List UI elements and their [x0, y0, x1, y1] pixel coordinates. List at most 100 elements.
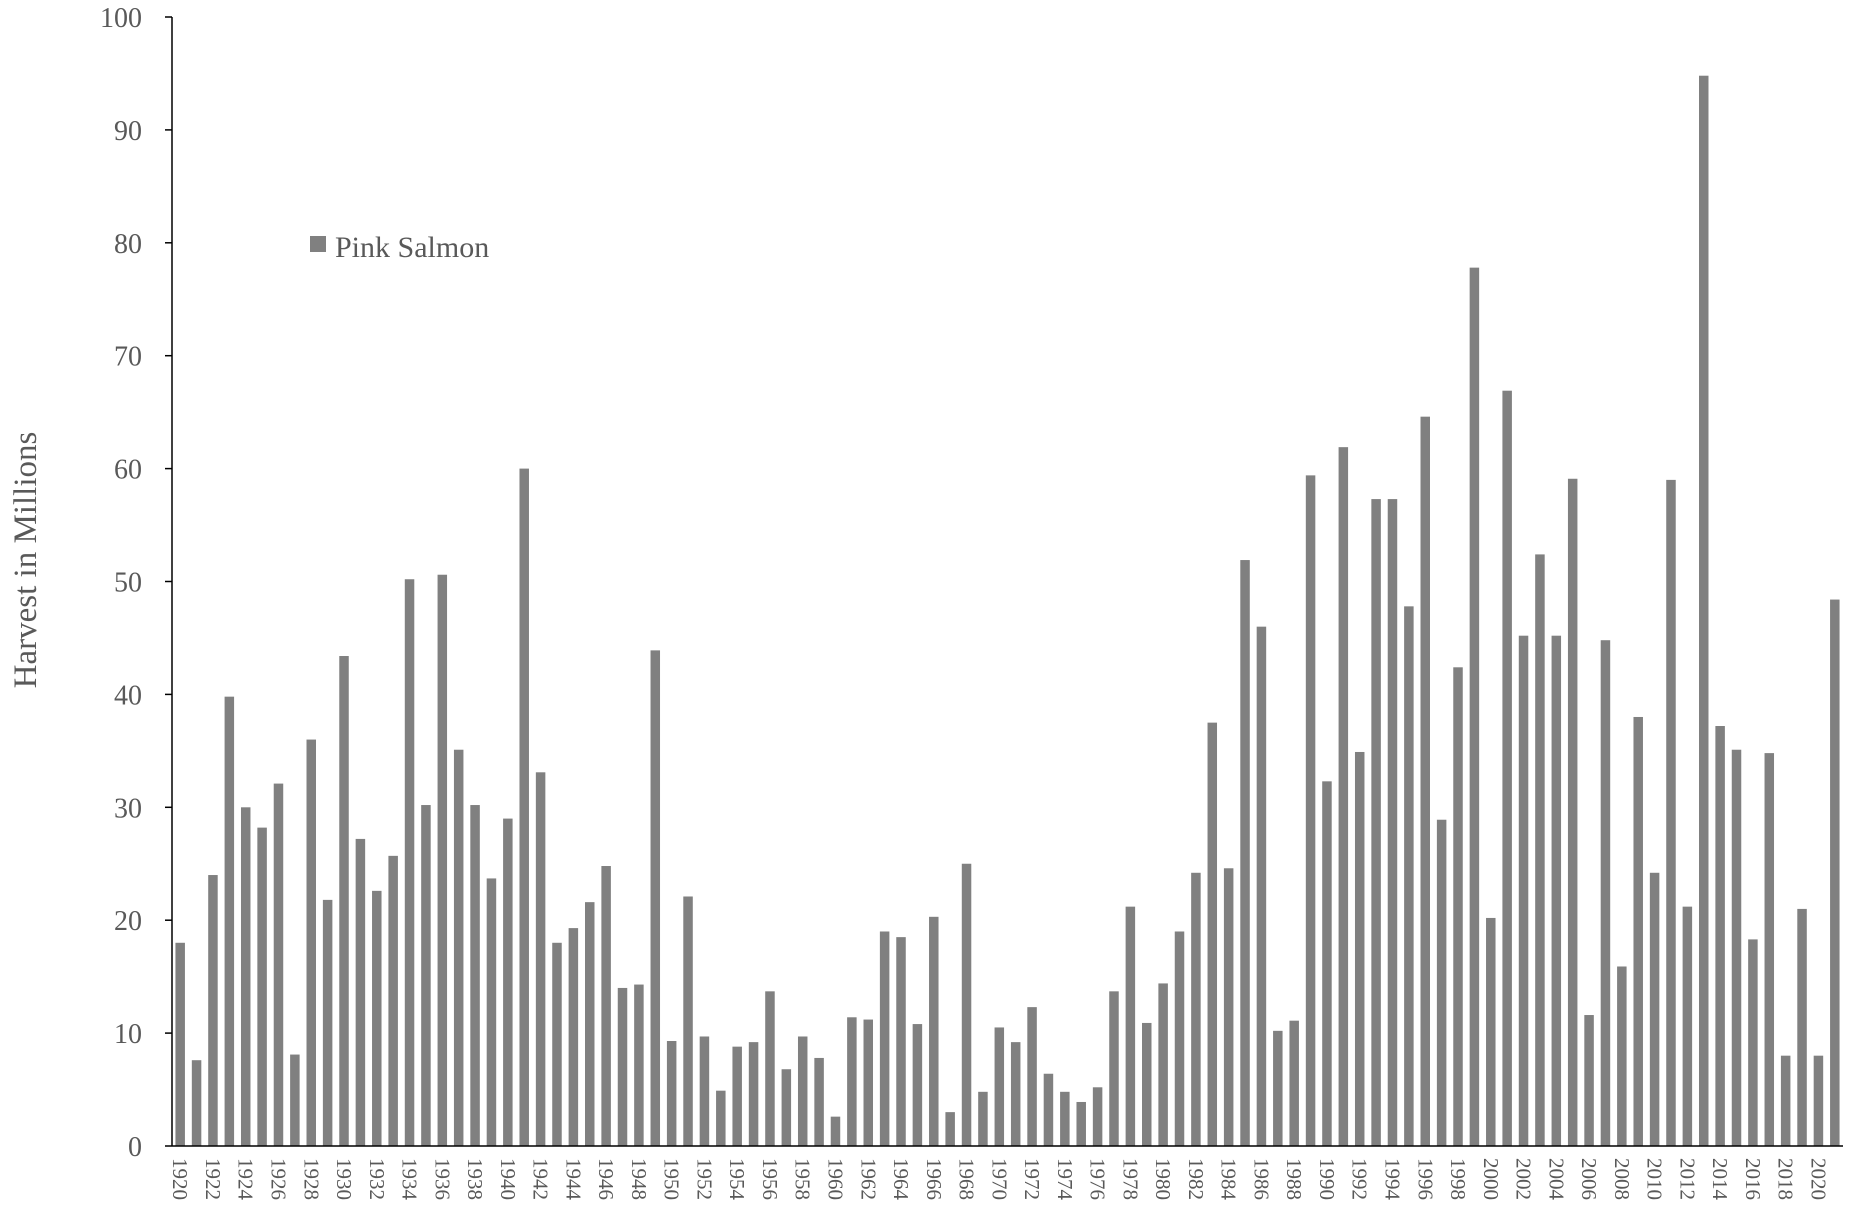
- bar-1928: [306, 739, 316, 1146]
- bar-1983: [1207, 722, 1218, 1147]
- x-tick-label: 1966: [922, 1158, 946, 1200]
- bar-1936: [437, 574, 448, 1146]
- y-tick-label: 60: [114, 455, 142, 486]
- bar-1995: [1404, 606, 1414, 1146]
- bar-1992: [1354, 751, 1365, 1146]
- bar-1932: [372, 890, 382, 1146]
- bar-1996: [1420, 416, 1430, 1146]
- x-tick-label: 1922: [201, 1158, 225, 1200]
- x-tick-label: 1982: [1184, 1158, 1208, 1200]
- bar-series: [175, 75, 1840, 1147]
- bar-1938: [470, 805, 480, 1146]
- x-tick-label: 2004: [1544, 1158, 1568, 1201]
- bar-2003: [1535, 554, 1545, 1146]
- bar-1941: [519, 468, 529, 1147]
- x-tick-label: 2010: [1643, 1158, 1667, 1200]
- x-tick-label: 1968: [955, 1158, 979, 1200]
- bar-2020: [1813, 1055, 1824, 1146]
- bar-1986: [1256, 626, 1267, 1146]
- y-axis-label: Harvest in Millions: [8, 432, 44, 689]
- bar-1980: [1158, 983, 1168, 1146]
- bar-2021: [1830, 599, 1840, 1146]
- bar-2008: [1617, 966, 1627, 1146]
- y-axis-ticks: 0 10 20 30 40 50 60 70 80 90 100: [100, 3, 172, 1163]
- x-tick-label: 1994: [1380, 1158, 1404, 1201]
- x-tick-label: 2008: [1610, 1158, 1634, 1200]
- bar-1990: [1322, 781, 1332, 1146]
- bar-1972: [1027, 1007, 1037, 1146]
- x-tick-label: 1998: [1446, 1158, 1470, 1200]
- bar-1929: [322, 899, 333, 1146]
- bar-1948: [634, 984, 644, 1146]
- bar-2011: [1666, 479, 1676, 1146]
- x-tick-label: 1984: [1217, 1158, 1241, 1201]
- x-tick-label: 1954: [725, 1158, 749, 1201]
- bar-1963: [879, 931, 890, 1146]
- bar-2019: [1797, 908, 1807, 1146]
- bar-1971: [1010, 1042, 1021, 1146]
- bar-1925: [257, 827, 267, 1146]
- bar-1997: [1436, 819, 1447, 1146]
- bar-1946: [601, 866, 611, 1146]
- y-tick-label: 100: [100, 3, 142, 34]
- bar-1961: [847, 1017, 857, 1146]
- x-tick-label: 1946: [594, 1158, 618, 1200]
- y-tick-label: 80: [114, 229, 142, 260]
- bar-1978: [1125, 906, 1136, 1146]
- x-tick-label: 1964: [889, 1158, 913, 1201]
- x-tick-label: 1960: [823, 1158, 847, 1200]
- bar-1921: [191, 1060, 202, 1146]
- y-tick-label: 70: [114, 342, 142, 373]
- x-tick-label: 1924: [234, 1158, 258, 1201]
- y-tick-label: 10: [114, 1019, 142, 1050]
- x-tick-label: 1990: [1315, 1158, 1339, 1200]
- bar-1931: [355, 838, 366, 1146]
- bar-2017: [1764, 753, 1775, 1146]
- x-tick-label: 1958: [791, 1158, 815, 1200]
- bar-2005: [1567, 478, 1578, 1146]
- bar-1950: [666, 1041, 677, 1146]
- x-tick-label: 1920: [168, 1158, 192, 1200]
- bar-2009: [1633, 716, 1643, 1146]
- bar-1920: [175, 942, 185, 1146]
- bar-2018: [1780, 1055, 1791, 1146]
- legend-label: Pink Salmon: [335, 231, 489, 264]
- bar-1991: [1338, 447, 1349, 1146]
- y-tick-label: 90: [114, 116, 142, 147]
- bar-2007: [1600, 640, 1611, 1146]
- bar-1940: [503, 818, 513, 1146]
- bar-1999: [1469, 267, 1480, 1146]
- x-tick-label: 2002: [1512, 1158, 1536, 1200]
- bar-1979: [1142, 1022, 1152, 1146]
- x-tick-label: 2016: [1741, 1158, 1765, 1200]
- bar-2000: [1486, 917, 1496, 1146]
- bar-1955: [748, 1042, 759, 1146]
- bar-1998: [1453, 667, 1463, 1146]
- x-tick-label: 2020: [1806, 1158, 1830, 1200]
- x-tick-label: 1938: [463, 1158, 487, 1200]
- x-tick-label: 1928: [299, 1158, 323, 1200]
- bar-1977: [1109, 991, 1119, 1146]
- x-tick-label: 2018: [1774, 1158, 1798, 1200]
- bar-2002: [1518, 635, 1529, 1146]
- bar-2001: [1502, 390, 1512, 1146]
- x-tick-label: 1988: [1282, 1158, 1306, 1200]
- bar-1930: [339, 656, 349, 1146]
- bar-1959: [814, 1057, 824, 1146]
- bar-1951: [683, 896, 693, 1146]
- bar-1926: [273, 783, 284, 1146]
- x-tick-label: 1948: [627, 1158, 651, 1200]
- bar-1949: [650, 650, 661, 1146]
- bar-2006: [1584, 1015, 1594, 1146]
- x-tick-label: 1978: [1118, 1158, 1142, 1200]
- x-tick-label: 1932: [365, 1158, 389, 1200]
- legend-swatch: [310, 236, 326, 252]
- bar-1944: [568, 928, 579, 1146]
- bar-1975: [1076, 1101, 1086, 1146]
- bar-1937: [453, 749, 464, 1146]
- bar-2013: [1699, 75, 1709, 1147]
- x-tick-label: 1956: [758, 1158, 782, 1200]
- x-tick-label: 1936: [430, 1158, 454, 1200]
- x-tick-label: 2012: [1675, 1158, 1699, 1200]
